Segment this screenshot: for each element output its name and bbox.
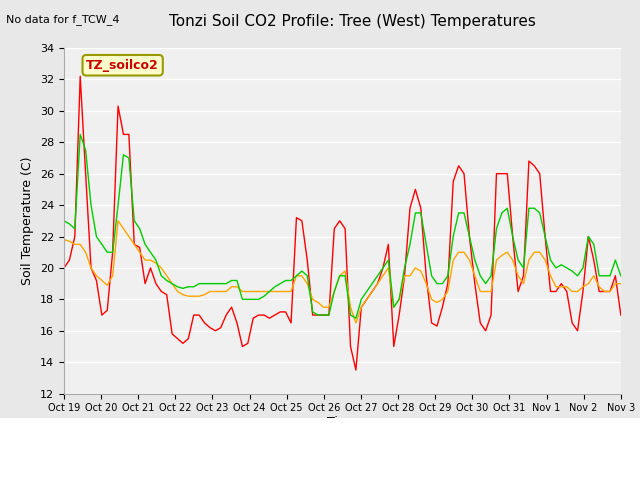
- X-axis label: Time: Time: [327, 416, 358, 429]
- Text: Tonzi Soil CO2 Profile: Tree (West) Temperatures: Tonzi Soil CO2 Profile: Tree (West) Temp…: [168, 14, 536, 29]
- Y-axis label: Soil Temperature (C): Soil Temperature (C): [22, 156, 35, 285]
- Text: TZ_soilco2: TZ_soilco2: [86, 59, 159, 72]
- Text: No data for f_TCW_4: No data for f_TCW_4: [6, 14, 120, 25]
- Legend: -2cm, -4cm, -8cm: -2cm, -4cm, -8cm: [219, 475, 466, 480]
